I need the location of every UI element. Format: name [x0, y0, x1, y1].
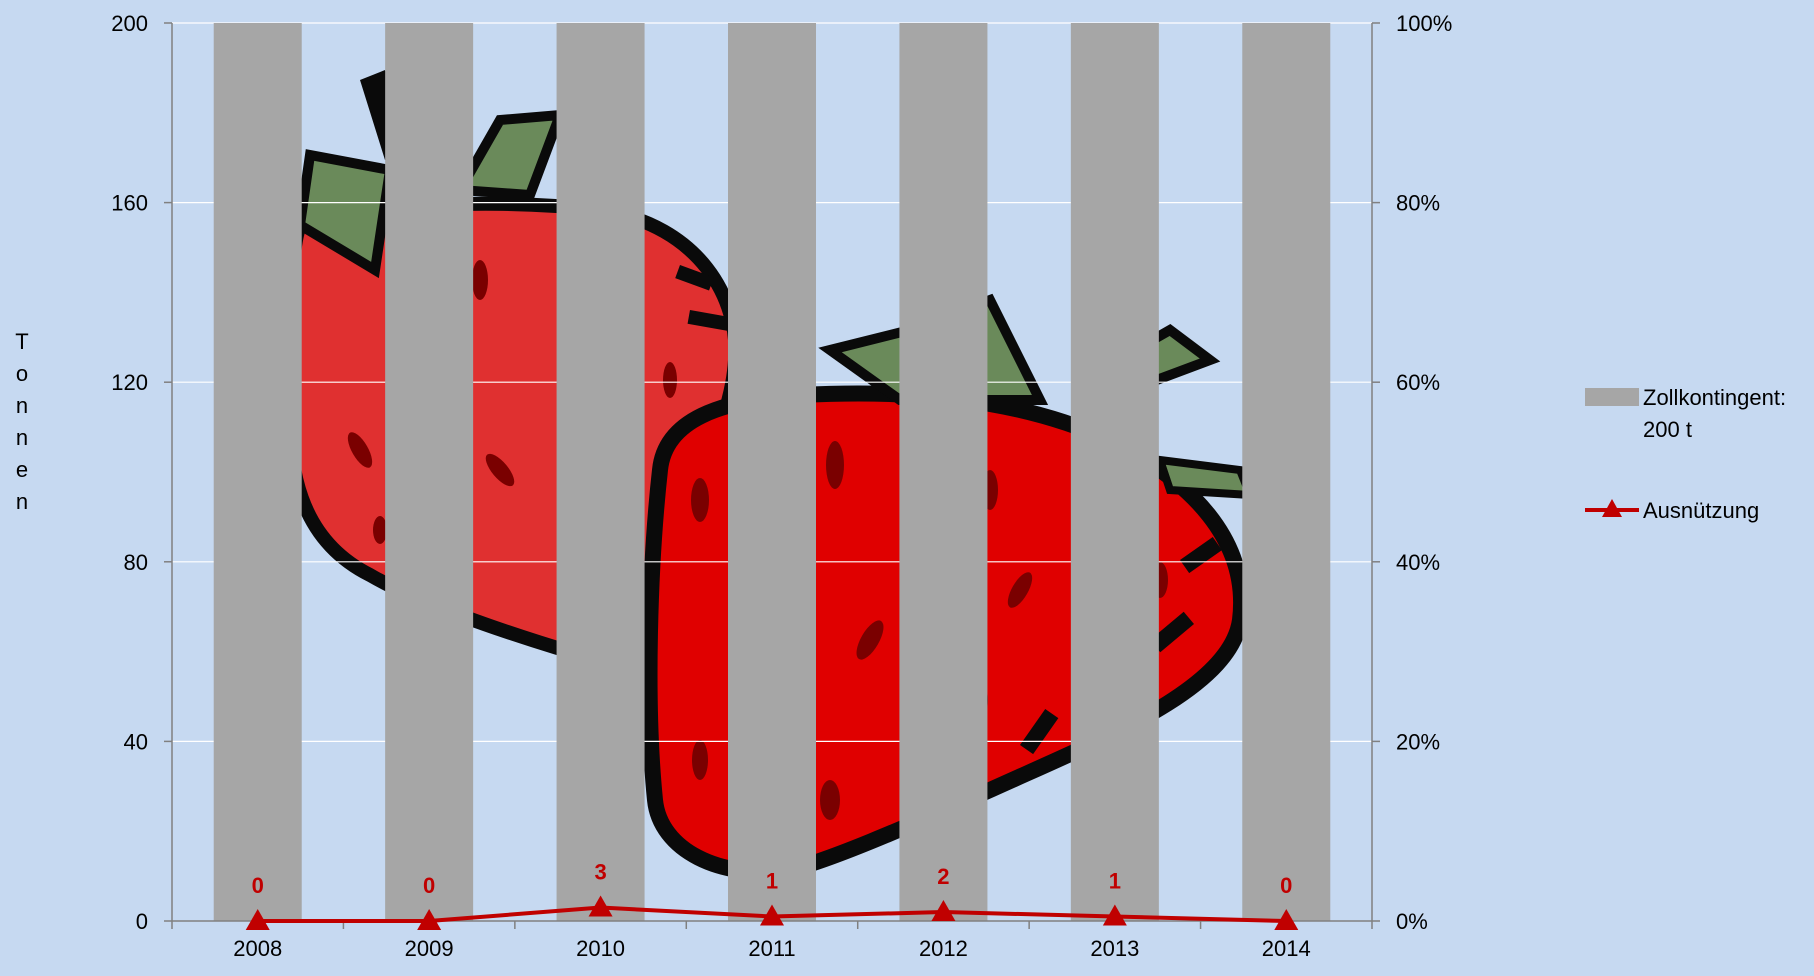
y2-tick-label: 0%	[1396, 909, 1428, 934]
data-label: 1	[1109, 869, 1121, 894]
y-axis-title-letter: o	[16, 361, 28, 386]
bar-series	[213, 23, 1331, 921]
line-point-triangle	[1274, 909, 1299, 930]
y2-tick-label: 60%	[1396, 370, 1440, 395]
line-point-triangle	[1102, 904, 1127, 926]
bar	[556, 23, 645, 921]
legend: Zollkontingent: 200 t Ausnützung	[1585, 385, 1786, 523]
legend-bar-label-line2: 200 t	[1643, 417, 1692, 442]
y2-tick-label: 80%	[1396, 191, 1440, 216]
data-label: 3	[594, 860, 606, 885]
line-point-triangle	[417, 909, 442, 930]
bar	[213, 23, 302, 921]
y-tick-label: 120	[111, 370, 148, 395]
y-axis-title-letter: n	[16, 393, 28, 418]
x-tick-label: 2014	[1262, 936, 1311, 961]
y-tick-label: 80	[124, 550, 148, 575]
legend-bar-swatch	[1585, 388, 1639, 406]
data-label: 0	[252, 873, 264, 898]
data-labels: 0 0 3 1 2 1 0	[252, 860, 1293, 898]
bar	[1070, 23, 1159, 921]
line-point-triangle	[760, 904, 784, 926]
bar	[1242, 23, 1331, 921]
line-series	[245, 895, 1299, 930]
legend-bar-label-line1: Zollkontingent:	[1643, 385, 1786, 410]
data-label: 1	[766, 869, 778, 894]
y-tick-label: 40	[124, 729, 148, 754]
x-tick-label: 2013	[1090, 936, 1139, 961]
x-tick-label: 2012	[919, 936, 968, 961]
bar	[728, 23, 816, 921]
line-point-triangle	[931, 900, 956, 922]
x-tick-label: 2009	[405, 936, 454, 961]
data-label: 0	[1280, 873, 1292, 898]
legend-line-label: Ausnützung	[1643, 498, 1759, 523]
y-axis-title-letter: n	[16, 489, 28, 514]
bar	[385, 23, 474, 921]
legend-triangle-marker-icon	[1602, 499, 1622, 517]
x-tick-label: 2010	[576, 936, 625, 961]
y-axis-title-letter: e	[16, 457, 28, 482]
y-tick-label: 200	[111, 11, 148, 36]
x-tick-label: 2011	[748, 936, 795, 961]
y2-tick-label: 100%	[1396, 11, 1452, 36]
x-tick-label: 2008	[233, 936, 282, 961]
data-label: 0	[423, 873, 435, 898]
y-tick-label: 0	[136, 909, 148, 934]
line-point-triangle	[588, 895, 613, 917]
y2-tick-label: 40%	[1396, 550, 1440, 575]
bar	[899, 23, 988, 921]
data-label: 2	[937, 864, 949, 889]
line-point-triangle	[245, 909, 270, 930]
y2-tick-label: 20%	[1396, 729, 1440, 754]
y-tick-label: 160	[111, 191, 148, 216]
y-axis-title-letter: n	[16, 425, 28, 450]
y-axis-title-letter: T	[15, 329, 28, 354]
